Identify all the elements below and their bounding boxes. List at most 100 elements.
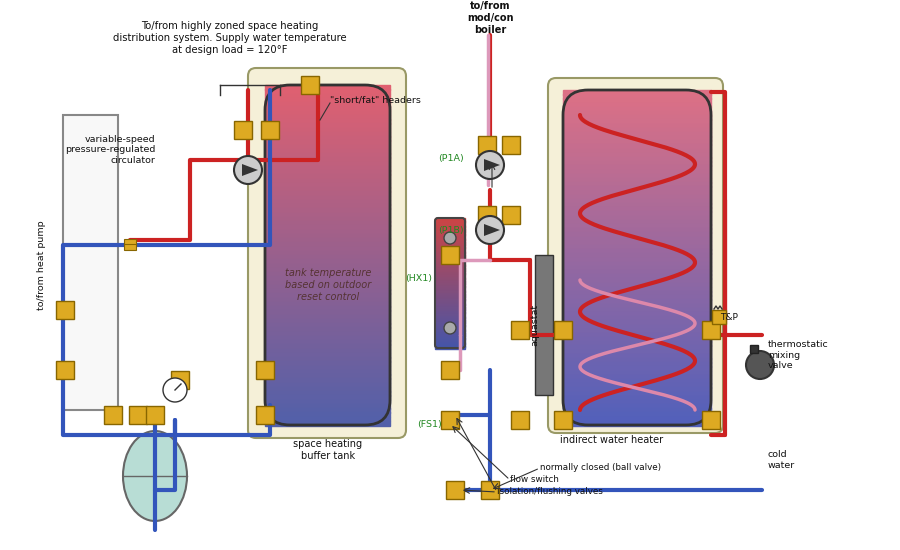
Bar — [435, 291, 465, 293]
Bar — [435, 262, 465, 264]
Bar — [435, 340, 465, 342]
Bar — [563, 182, 711, 187]
Bar — [435, 278, 465, 280]
Bar — [435, 296, 465, 298]
Bar — [435, 236, 465, 238]
Bar — [435, 345, 465, 347]
Bar — [478, 206, 496, 224]
Bar — [435, 285, 465, 287]
Bar — [435, 260, 465, 262]
Bar — [265, 242, 390, 247]
Bar — [265, 306, 390, 311]
Text: isolation/flushing valves: isolation/flushing valves — [497, 487, 603, 497]
Bar — [563, 379, 711, 384]
Bar — [256, 406, 274, 424]
Bar — [265, 229, 390, 234]
Bar — [124, 239, 136, 245]
Bar — [435, 267, 465, 269]
Bar — [435, 338, 465, 340]
Bar — [563, 128, 711, 133]
Bar — [563, 199, 711, 204]
Bar — [265, 374, 390, 379]
Bar — [535, 255, 553, 395]
Bar — [265, 174, 390, 179]
Bar — [563, 320, 711, 325]
Circle shape — [444, 232, 456, 244]
Bar — [265, 191, 390, 196]
Bar — [563, 404, 711, 409]
Text: indirect water heater: indirect water heater — [560, 435, 663, 445]
Bar — [435, 307, 465, 310]
Bar — [265, 187, 390, 192]
Bar — [435, 325, 465, 327]
Bar — [265, 123, 390, 128]
Text: cold
water: cold water — [768, 450, 796, 470]
Bar — [435, 298, 465, 300]
Bar — [129, 406, 147, 424]
Bar — [563, 232, 711, 237]
Bar — [563, 400, 711, 405]
Bar — [563, 354, 711, 359]
Bar — [265, 183, 390, 188]
Bar — [435, 288, 465, 290]
Text: space heating
buffer tank: space heating buffer tank — [293, 439, 363, 461]
Circle shape — [163, 378, 187, 402]
Bar — [435, 223, 465, 225]
Bar — [563, 207, 711, 212]
Bar — [435, 257, 465, 259]
Bar — [563, 157, 711, 162]
Bar — [563, 412, 711, 417]
Bar — [563, 124, 711, 128]
Bar — [563, 94, 711, 99]
Ellipse shape — [123, 431, 187, 521]
Bar — [563, 278, 711, 283]
Bar — [146, 406, 164, 424]
Bar — [435, 239, 465, 241]
Bar — [435, 283, 465, 285]
Bar — [563, 111, 711, 116]
Bar — [56, 361, 74, 379]
Polygon shape — [484, 224, 500, 236]
Bar — [511, 321, 529, 339]
Bar — [265, 136, 390, 141]
Text: to/from
mod/con
boiler: to/from mod/con boiler — [467, 2, 513, 35]
Bar — [435, 282, 465, 283]
Bar — [563, 291, 711, 296]
Bar — [265, 162, 390, 166]
Bar — [563, 308, 711, 312]
Bar — [441, 361, 459, 379]
Bar — [265, 128, 390, 132]
Bar — [265, 412, 390, 417]
Bar — [563, 245, 711, 250]
Bar — [563, 358, 711, 362]
Bar — [265, 263, 390, 268]
Bar — [265, 315, 390, 319]
Text: (P1B): (P1B) — [438, 226, 464, 234]
Bar — [256, 361, 274, 379]
Bar — [435, 218, 465, 220]
Bar — [435, 229, 465, 232]
Bar — [563, 375, 711, 379]
Text: (FS1): (FS1) — [418, 420, 442, 428]
Bar — [435, 238, 465, 240]
Bar — [265, 332, 390, 336]
Bar — [563, 211, 711, 216]
Bar — [563, 161, 711, 166]
Bar — [265, 285, 390, 289]
Bar — [265, 115, 390, 119]
Bar — [563, 329, 711, 333]
Bar — [265, 344, 390, 349]
Bar — [435, 330, 465, 332]
Bar — [435, 248, 465, 249]
Bar — [265, 302, 390, 306]
Bar — [435, 221, 465, 223]
Bar — [563, 324, 711, 329]
Bar — [435, 263, 465, 266]
Bar — [265, 268, 390, 272]
Bar — [563, 115, 711, 120]
Text: (HX1): (HX1) — [405, 273, 432, 283]
Bar — [563, 190, 711, 195]
Bar — [435, 302, 465, 305]
Bar — [435, 268, 465, 271]
Bar — [563, 186, 711, 191]
